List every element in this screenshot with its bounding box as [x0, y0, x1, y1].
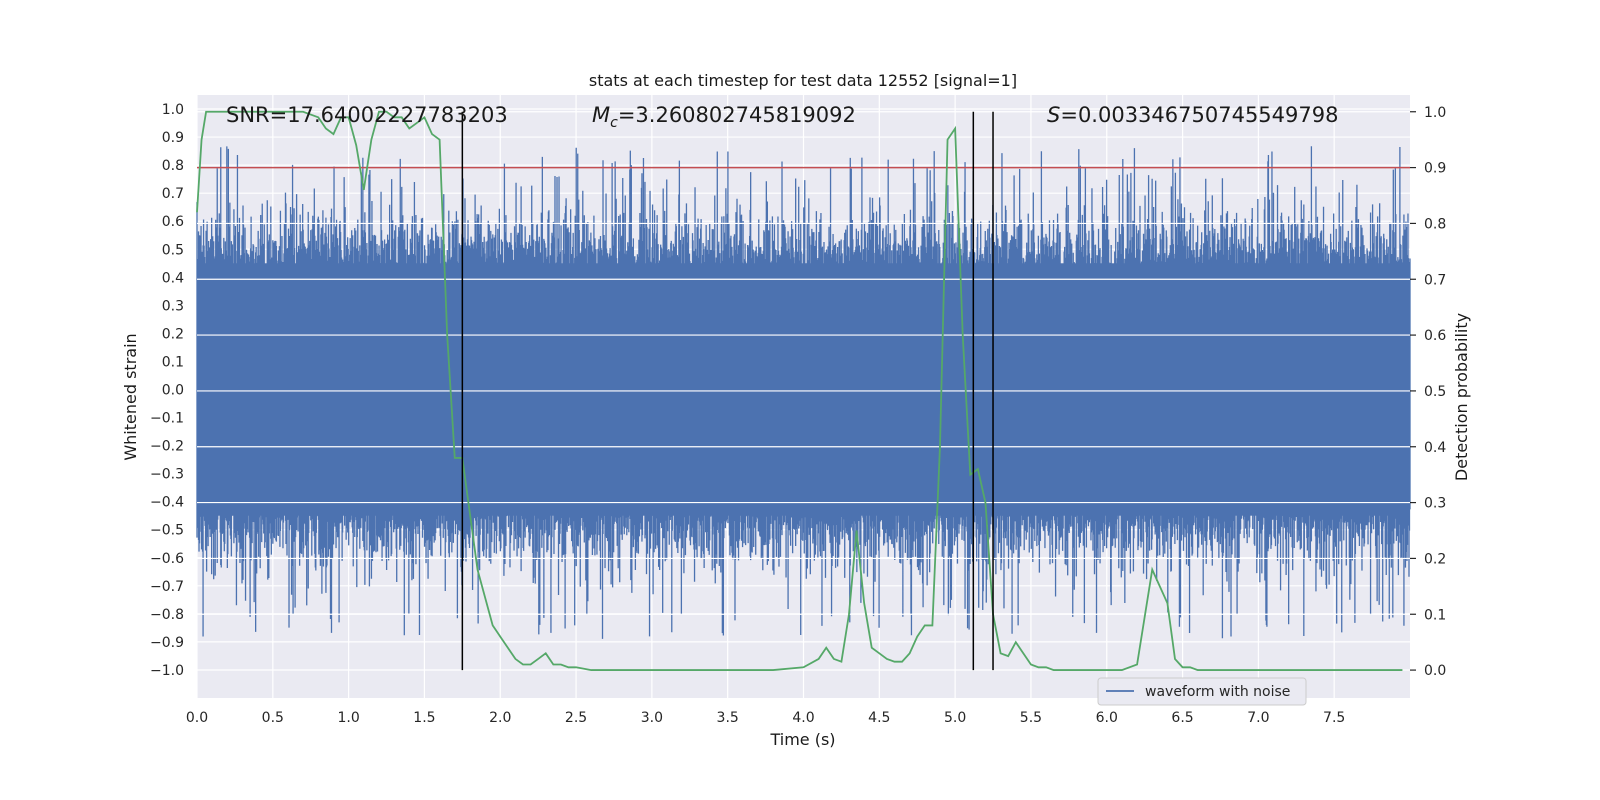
y-left-tick-label: 0.6	[162, 214, 184, 230]
x-tick-label: 3.0	[641, 710, 663, 726]
y-left-ticks: 1.0 0.9 0.8 0.7 0.6 0.5 0.4 0.3 0.2 0.1 0.0 −0.1 −0.…	[150, 102, 184, 679]
y-left-tick-label: −0.8	[150, 607, 184, 623]
chirp-mass-subscript: c	[610, 115, 618, 131]
y-left-tick-label: 0.9	[162, 130, 184, 146]
y-right-tick-label: 0.8	[1424, 216, 1446, 232]
legend-box	[1097, 677, 1307, 706]
x-tick-label: 6.5	[1171, 710, 1193, 726]
y-left-tick-label: −0.3	[150, 467, 184, 483]
y-left-tick-label: −0.6	[150, 551, 184, 567]
legend-label: waveform with noise	[1145, 684, 1290, 700]
y-left-tick-label: 0.3	[162, 298, 184, 314]
x-tick-label: 4.0	[792, 710, 814, 726]
y-right-tick-label: 1.0	[1424, 105, 1446, 121]
chirp-mass-symbol: M	[592, 103, 610, 127]
y-right-tick-label: 0.4	[1424, 440, 1446, 456]
waveform-core-band	[197, 263, 1410, 516]
y-right-tick-label: 0.3	[1424, 496, 1446, 512]
x-tick-label: 0.5	[262, 710, 284, 726]
x-tick-label: 2.0	[489, 710, 511, 726]
y-left-tick-label: −0.2	[150, 439, 184, 455]
y-left-tick-label: −0.1	[150, 411, 184, 427]
y-left-axis-label: Whitened strain	[121, 333, 140, 460]
chart-title: stats at each timestep for test data 125…	[589, 71, 1017, 90]
y-left-tick-label: −0.7	[150, 579, 184, 595]
vertical-markers	[461, 111, 994, 671]
x-tick-label: 2.5	[565, 710, 587, 726]
s-value: =0.003346750745549798	[1060, 103, 1338, 127]
x-tick-label: 7.0	[1247, 710, 1269, 726]
y-left-tick-label: 0.2	[162, 326, 184, 342]
y-right-tick-label: 0.2	[1424, 551, 1446, 567]
y-left-tick-label: 0.5	[162, 242, 184, 258]
y-right-tick-label: 0.5	[1424, 384, 1446, 400]
x-tick-label: 1.5	[413, 710, 435, 726]
x-tick-label: 0.0	[186, 710, 208, 726]
waveform-series	[196, 146, 1411, 639]
y-right-ticks: 1.0 0.9 0.8 0.7 0.6 0.5 0.4 0.3 0.2 0.1 0.0	[1410, 105, 1446, 679]
x-tick-label: 7.5	[1323, 710, 1345, 726]
y-right-tick-label: 0.7	[1424, 272, 1446, 288]
y-left-tick-label: −1.0	[150, 663, 184, 679]
y-left-tick-label: −0.5	[150, 523, 184, 539]
chirp-mass-value: =3.260802745819092	[618, 103, 856, 127]
x-axis-ticks: 0.0 0.5 1.0 1.5 2.0 2.5 3.0 3.5 4.0 4.5 5.0 5.5 6.0 6…	[186, 710, 1345, 726]
y-left-tick-label: 0.4	[162, 270, 184, 286]
snr-annotation: SNR=17.64002227783203	[226, 103, 508, 127]
x-tick-label: 3.5	[717, 710, 739, 726]
legend: waveform with noise	[1097, 677, 1307, 706]
x-tick-label: 4.5	[868, 710, 890, 726]
y-left-tick-label: −0.4	[150, 495, 184, 511]
y-right-tick-label: 0.9	[1424, 161, 1446, 177]
x-tick-label: 5.5	[1020, 710, 1042, 726]
chirp-mass-annotation: Mc=3.260802745819092	[592, 103, 856, 131]
y-left-tick-label: 0.0	[162, 382, 184, 398]
detection-probability-line	[196, 110, 1403, 671]
y-right-tick-label: 0.6	[1424, 328, 1446, 344]
y-left-tick-label: 0.7	[162, 186, 184, 202]
x-axis-label: Time (s)	[769, 730, 835, 749]
s-symbol: S	[1047, 103, 1060, 127]
x-tick-label: 1.0	[337, 710, 359, 726]
y-left-tick-label: 0.1	[162, 354, 184, 370]
y-right-tick-label: 0.1	[1424, 607, 1446, 623]
x-tick-label: 6.0	[1096, 710, 1118, 726]
s-annotation: S=0.003346750745549798	[1047, 103, 1338, 127]
y-right-axis-label: Detection probability	[1452, 313, 1471, 481]
x-tick-label: 5.0	[944, 710, 966, 726]
y-right-tick-label: 0.0	[1424, 663, 1446, 679]
y-left-tick-label: −0.9	[150, 635, 184, 651]
probability-series	[196, 110, 1403, 671]
y-left-tick-label: 1.0	[162, 102, 184, 118]
y-left-tick-label: 0.8	[162, 158, 184, 174]
